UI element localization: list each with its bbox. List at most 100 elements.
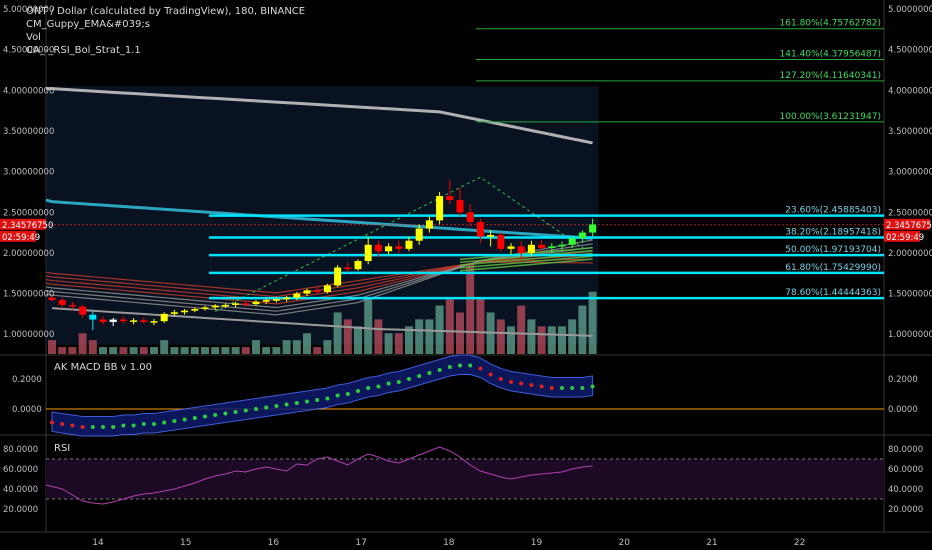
candle-body bbox=[272, 299, 280, 301]
current-price-label: 2.34576750 bbox=[886, 221, 932, 231]
fib-level-label: 50.00%(1.97193704) bbox=[785, 245, 881, 255]
macd-point bbox=[519, 381, 524, 386]
guppy-ema-line bbox=[459, 258, 593, 272]
candle-body bbox=[89, 314, 97, 320]
macd-point bbox=[305, 399, 309, 404]
macd-point bbox=[396, 380, 401, 384]
countdown-badge bbox=[0, 230, 36, 242]
macd-point bbox=[458, 363, 462, 368]
volume-bar bbox=[537, 326, 546, 354]
time-axis-label: 17 bbox=[355, 538, 366, 548]
volume-bar bbox=[425, 319, 434, 354]
candle-body bbox=[191, 308, 199, 311]
volume-bar bbox=[527, 319, 536, 354]
volume-bar bbox=[466, 264, 475, 354]
macd-point bbox=[407, 377, 411, 381]
macd-point bbox=[141, 422, 146, 426]
macd-point bbox=[539, 384, 544, 389]
macd-point bbox=[590, 384, 595, 389]
study-rsi-bol-strat[interactable]: CA_-_RSI_Bol_Strat_1.1 bbox=[26, 45, 141, 56]
volume-bar bbox=[313, 347, 322, 354]
volume-bar bbox=[211, 347, 220, 354]
candle-body bbox=[344, 267, 352, 270]
candle-body bbox=[293, 293, 301, 298]
macd-point bbox=[478, 366, 483, 371]
macd-point bbox=[70, 423, 75, 428]
price-axis-label-left: 1.50000000 bbox=[3, 290, 54, 300]
candle-body bbox=[140, 320, 148, 323]
time-axis-label: 18 bbox=[443, 538, 455, 548]
macd-point bbox=[203, 414, 207, 419]
volume-bar bbox=[150, 347, 158, 354]
price-axis-label-left: 5.00000000 bbox=[3, 5, 54, 15]
volume-bar bbox=[323, 340, 332, 354]
macd-point bbox=[121, 423, 126, 428]
candle-body bbox=[405, 240, 413, 249]
volume-bar bbox=[445, 298, 454, 354]
volume-bar bbox=[58, 347, 67, 354]
rsi-axis-label-right: 80.0000 bbox=[888, 445, 923, 455]
macd-point bbox=[162, 420, 167, 425]
candle-body bbox=[558, 244, 566, 247]
candle-body bbox=[476, 222, 484, 237]
fib-level-label: 127.20%(4.11640341) bbox=[780, 71, 881, 81]
candle-body bbox=[487, 235, 495, 237]
macd-point bbox=[233, 410, 238, 414]
time-axis-label: 22 bbox=[794, 538, 805, 548]
volume-bar bbox=[405, 326, 413, 354]
volume-bar bbox=[354, 326, 362, 354]
chart-legend: ONT / Dollar (calculated by TradingView)… bbox=[26, 5, 305, 57]
price-axis-label-right: 3.50000000 bbox=[888, 127, 932, 137]
fib-level-label: 100.00%(3.61231947) bbox=[780, 112, 881, 122]
volume-bar bbox=[588, 291, 597, 354]
rsi-panel-title[interactable]: RSI bbox=[54, 443, 71, 454]
time-axis-label: 19 bbox=[531, 538, 543, 548]
macd-point bbox=[386, 381, 391, 386]
macd-point bbox=[437, 368, 442, 372]
macd-point bbox=[376, 384, 381, 389]
rsi-axis-label-left: 20.0000 bbox=[3, 505, 38, 515]
rsi-axis-label-right: 60.0000 bbox=[888, 465, 923, 475]
ema-lower-line bbox=[51, 307, 593, 337]
candle-body bbox=[150, 321, 158, 323]
countdown-label: 02:59:49 bbox=[886, 233, 924, 243]
macd-point bbox=[447, 365, 452, 369]
candle-body bbox=[181, 310, 189, 313]
macd-point bbox=[50, 420, 54, 425]
macd-point bbox=[427, 371, 432, 375]
macd-point bbox=[570, 386, 575, 390]
ema-long-line bbox=[46, 87, 593, 145]
candle-body bbox=[68, 304, 76, 307]
candle-body bbox=[160, 313, 168, 322]
macd-axis-label-right: 0.0000 bbox=[888, 405, 918, 415]
volume-bar bbox=[374, 319, 383, 354]
candle-body bbox=[415, 228, 423, 241]
study-volume[interactable]: Vol bbox=[26, 32, 41, 43]
volume-bar bbox=[303, 333, 311, 354]
volume-bar bbox=[139, 347, 148, 354]
rsi-line bbox=[45, 446, 593, 505]
volume-bar bbox=[272, 347, 281, 354]
price-axis-label-left: 2.50000000 bbox=[3, 208, 54, 218]
price-axis-label-left: 3.00000000 bbox=[3, 168, 54, 178]
rsi-axis-label-left: 40.0000 bbox=[3, 485, 38, 495]
macd-point bbox=[90, 425, 95, 429]
macd-point bbox=[223, 411, 228, 416]
price-axis-label-left: 1.00000000 bbox=[3, 330, 54, 340]
time-axis-label: 20 bbox=[618, 538, 630, 548]
macd-point bbox=[356, 389, 360, 393]
study-guppy-ema[interactable]: CM_Guppy_EMA&#039;s bbox=[26, 19, 150, 30]
volume-bar bbox=[394, 333, 403, 354]
macd-point bbox=[254, 407, 258, 411]
macd-point bbox=[131, 423, 136, 428]
volume-bar bbox=[201, 347, 209, 354]
candle-body bbox=[242, 303, 250, 305]
rsi-axis-label-right: 20.0000 bbox=[888, 505, 923, 515]
price-axis-label-right: 3.00000000 bbox=[888, 168, 932, 178]
macd-point bbox=[468, 363, 473, 368]
volume-bar bbox=[558, 326, 566, 354]
macd-panel-title[interactable]: AK MACD BB v 1.00 bbox=[54, 362, 152, 373]
candle-body bbox=[497, 235, 505, 249]
fib-level-label: 61.80%(1.75429990) bbox=[785, 263, 881, 273]
